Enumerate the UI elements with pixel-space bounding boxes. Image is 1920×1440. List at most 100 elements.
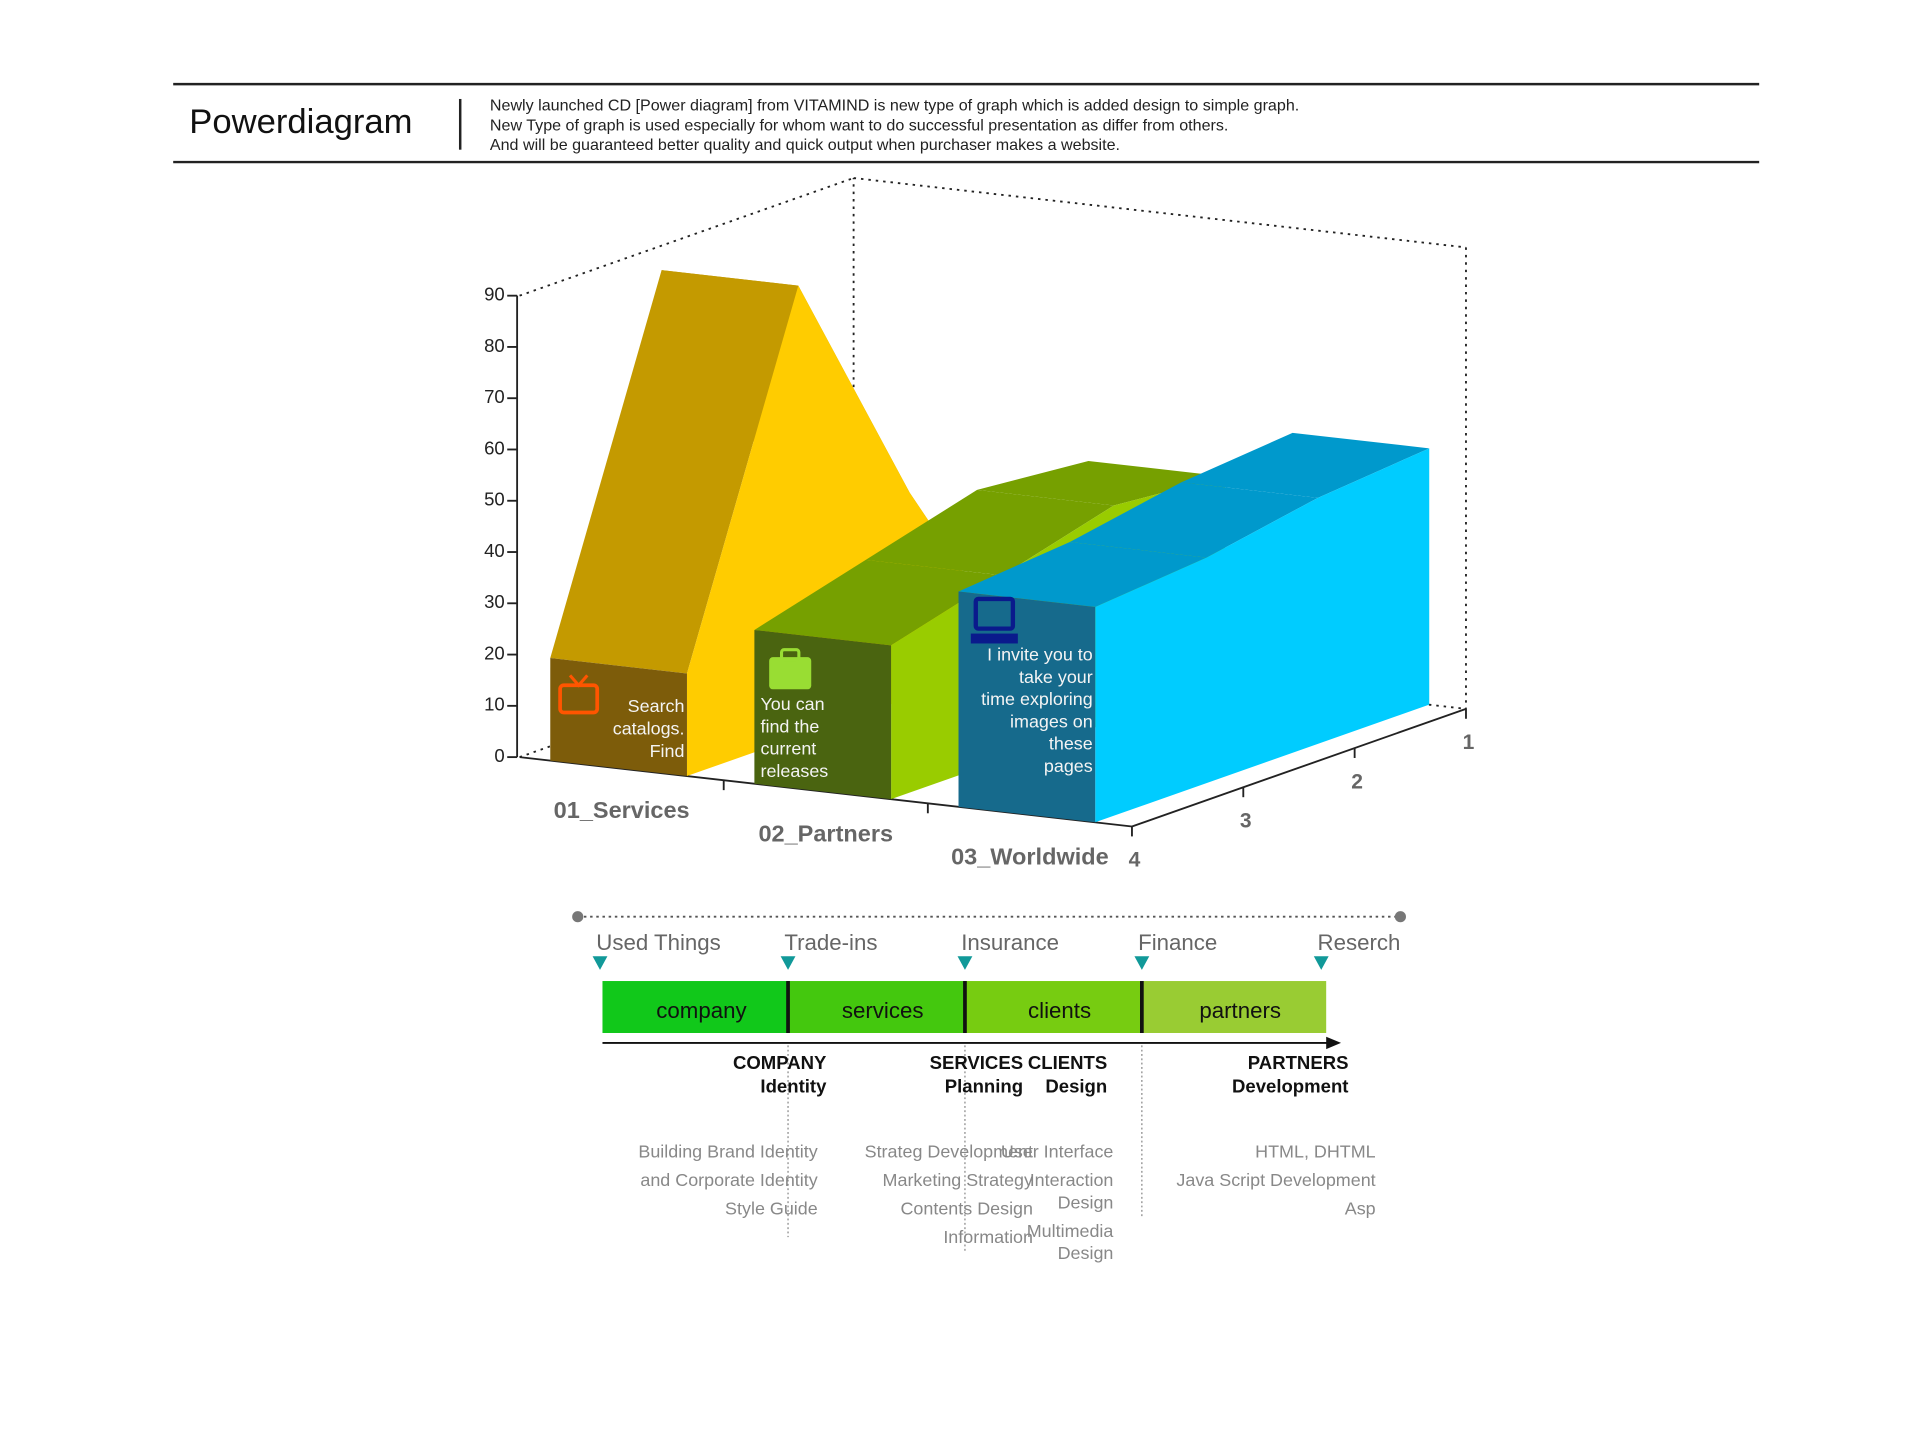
- top-face: [1181, 432, 1430, 498]
- face-text: current: [761, 739, 817, 759]
- group-item: User Interface: [1001, 1142, 1114, 1162]
- group-title: CLIENTS: [1028, 1052, 1107, 1073]
- top-face: [1069, 482, 1318, 558]
- group-item: Asp: [1345, 1199, 1376, 1219]
- face-text: I invite you to: [987, 645, 1093, 665]
- marker-triangle: [1134, 956, 1150, 970]
- face-text: Search: [628, 696, 685, 716]
- segment-label: clients: [1028, 998, 1091, 1023]
- icon-shape: [780, 648, 801, 662]
- y-tick-label: 80: [484, 335, 505, 356]
- group-item: Multimedia: [1027, 1221, 1114, 1241]
- y-tick-label: 30: [484, 591, 505, 612]
- group-item: Marketing Strategy: [883, 1170, 1033, 1190]
- front-face: [958, 591, 1096, 823]
- z-tick-label: 1: [1463, 731, 1475, 754]
- segment: [1141, 981, 1327, 1033]
- face-text: You can: [761, 694, 825, 714]
- group-item: Design: [1058, 1192, 1114, 1212]
- group-subtitle: Identity: [760, 1075, 827, 1096]
- z-tick-label: 2: [1351, 770, 1363, 793]
- y-tick-label: 40: [484, 540, 505, 561]
- group-subtitle: Development: [1232, 1075, 1348, 1096]
- marker-label: Insurance: [961, 930, 1059, 955]
- header-description: New Type of graph is used especially for…: [490, 116, 1228, 134]
- group-item: Information: [943, 1227, 1033, 1247]
- face-text: images on: [1010, 711, 1093, 731]
- face-text: pages: [1044, 756, 1093, 776]
- face-text: find the: [761, 716, 820, 736]
- marker-label: Reserch: [1318, 930, 1401, 955]
- group-item: Strateg Development: [865, 1142, 1033, 1162]
- icon-shape: [973, 596, 1016, 631]
- marker-triangle: [592, 956, 608, 970]
- segment-label: company: [656, 998, 747, 1023]
- group-item: Contents Design: [900, 1199, 1033, 1219]
- segment: [964, 981, 1142, 1033]
- marker-label: Used Things: [596, 930, 721, 955]
- top-face: [550, 270, 799, 674]
- group-title: PARTNERS: [1248, 1052, 1349, 1073]
- marker-triangle: [957, 956, 973, 970]
- z-tick-label: 3: [1240, 810, 1252, 833]
- face-text: Find: [650, 741, 685, 761]
- front-face: [550, 658, 687, 777]
- segment: [788, 981, 965, 1033]
- face-text: catalogs.: [613, 719, 685, 739]
- y-tick-label: 0: [494, 745, 504, 766]
- top-face: [754, 559, 1003, 646]
- arrow-head: [1326, 1036, 1342, 1050]
- face-text: take your: [1019, 667, 1093, 687]
- group-title: COMPANY: [733, 1052, 827, 1073]
- group-subtitle: Design: [1045, 1075, 1107, 1096]
- marker-label: Trade-ins: [784, 930, 877, 955]
- group-subtitle: Planning: [945, 1075, 1023, 1096]
- icon: [558, 674, 600, 715]
- y-tick-label: 70: [484, 386, 505, 407]
- segment: [602, 981, 789, 1033]
- x-tick-label: 02_Partners: [758, 820, 893, 846]
- y-tick-label: 50: [484, 489, 505, 510]
- group-item: Building Brand Identity: [638, 1142, 817, 1162]
- marker-triangle: [780, 956, 796, 970]
- icon: [970, 596, 1018, 644]
- icon-shape: [568, 674, 589, 688]
- y-tick-label: 60: [484, 437, 505, 458]
- y-tick-label: 20: [484, 642, 505, 663]
- x-tick-label: 01_Services: [554, 797, 690, 823]
- face-text: these: [1049, 734, 1093, 754]
- group-item: Interaction: [1030, 1170, 1114, 1190]
- group-title: SERVICES: [930, 1052, 1023, 1073]
- axis-box-edge: [853, 177, 1467, 249]
- y-tick-label: 90: [484, 284, 505, 305]
- segment-label: partners: [1199, 998, 1281, 1023]
- face-text: time exploring: [981, 689, 1093, 709]
- side-face: [1095, 448, 1430, 823]
- marker-triangle: [1313, 956, 1329, 970]
- top-face: [958, 541, 1207, 608]
- top-face: [977, 460, 1226, 506]
- x-axis: [519, 756, 1133, 828]
- face-text: releases: [761, 761, 829, 781]
- z-axis: [1131, 707, 1467, 828]
- group-item: HTML, DHTML: [1255, 1142, 1376, 1162]
- group-item: and Corporate Identity: [640, 1170, 817, 1190]
- icon: [769, 648, 812, 690]
- timeline-end: [572, 911, 584, 923]
- z-tick-label: 4: [1129, 849, 1141, 872]
- timeline-end: [1394, 911, 1406, 923]
- icon-shape: [970, 633, 1018, 644]
- header-description: Newly launched CD [Power diagram] from V…: [490, 97, 1299, 115]
- header-title: Powerdiagram: [189, 103, 412, 141]
- top-face: [865, 489, 1114, 576]
- group-item: Design: [1058, 1243, 1114, 1263]
- x-tick-label: 03_Worldwide: [951, 843, 1109, 869]
- y-tick-label: 10: [484, 694, 505, 715]
- group-item: Java Script Development: [1176, 1170, 1375, 1190]
- segment-label: services: [842, 998, 924, 1023]
- icon-shape: [769, 657, 812, 690]
- marker-label: Finance: [1138, 930, 1217, 955]
- header-description: And will be guaranteed better quality an…: [490, 136, 1120, 154]
